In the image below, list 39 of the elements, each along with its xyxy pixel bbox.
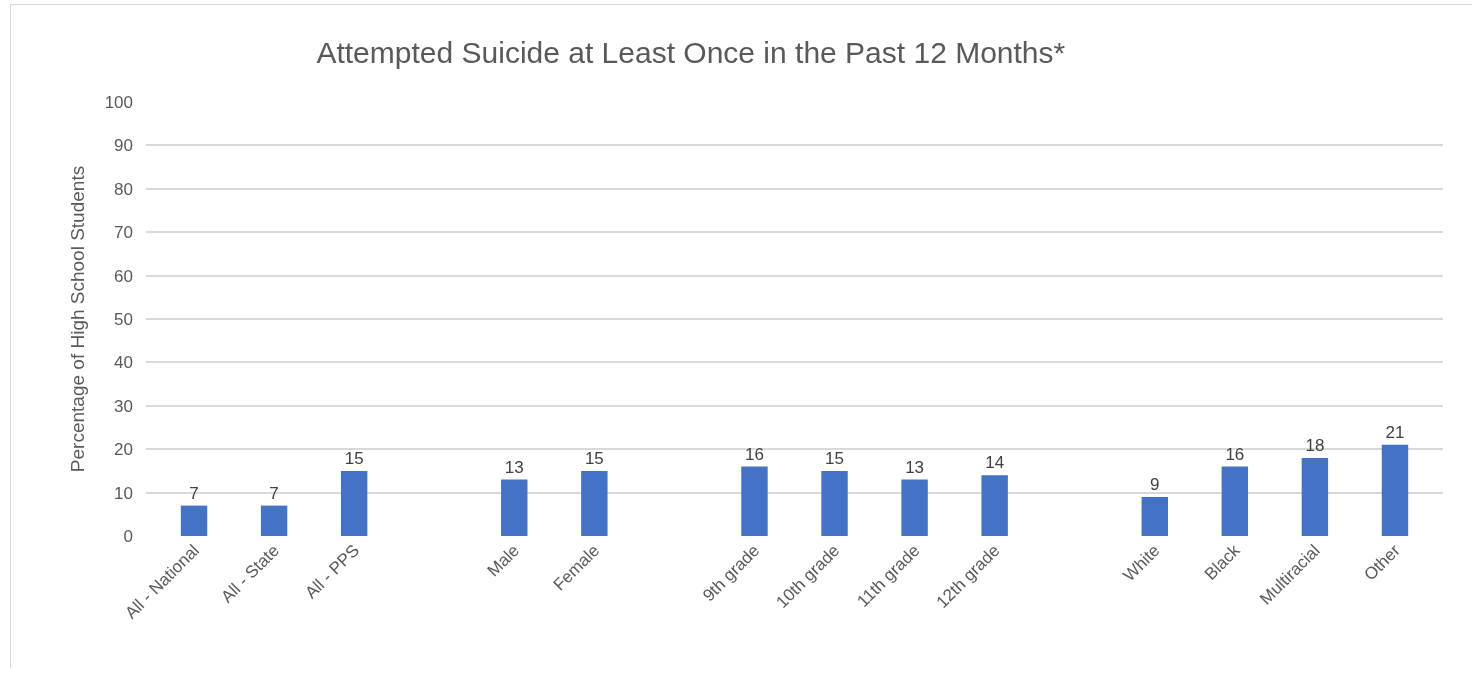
- bar: [741, 466, 768, 536]
- bar: [1221, 466, 1249, 536]
- data-label: 15: [825, 448, 844, 468]
- data-label: 7: [269, 483, 279, 503]
- y-tick-label: 100: [104, 92, 133, 112]
- y-tick-label: 10: [114, 483, 133, 503]
- bar: [260, 505, 288, 536]
- y-tick-label: 20: [114, 440, 133, 460]
- data-label: 15: [344, 448, 364, 468]
- y-tick-label: 80: [114, 179, 133, 199]
- bar: [501, 479, 528, 536]
- bar: [1141, 496, 1168, 536]
- data-label: 13: [905, 457, 925, 477]
- y-tick-label: 50: [114, 309, 133, 329]
- y-tick-label: 40: [114, 353, 133, 373]
- data-label: 16: [745, 444, 764, 464]
- data-label: 18: [1305, 435, 1325, 455]
- y-tick-label: 30: [114, 396, 133, 416]
- bar: [1381, 444, 1409, 536]
- bar: [180, 505, 208, 536]
- y-axis-title: Percentage of High School Students: [67, 165, 89, 473]
- chart-title: Attempted Suicide at Least Once in the Past 12 Months*: [316, 35, 1066, 69]
- data-label: 9: [1150, 474, 1160, 494]
- bar: [981, 475, 1008, 536]
- y-tick-label: 0: [123, 526, 133, 546]
- bar: [581, 470, 608, 536]
- data-label: 21: [1385, 422, 1405, 442]
- bar: [821, 470, 848, 536]
- data-label: 16: [1225, 444, 1245, 464]
- y-tick-label: 70: [114, 223, 133, 243]
- data-label: 14: [985, 453, 1005, 473]
- bar: [901, 479, 928, 536]
- data-label: 15: [584, 448, 604, 468]
- y-tick-label: 60: [114, 266, 133, 286]
- data-label: 7: [189, 483, 199, 503]
- y-tick-label: 90: [114, 136, 133, 156]
- data-label: 13: [504, 457, 524, 477]
- bar: [1301, 457, 1329, 536]
- bar: [340, 470, 368, 536]
